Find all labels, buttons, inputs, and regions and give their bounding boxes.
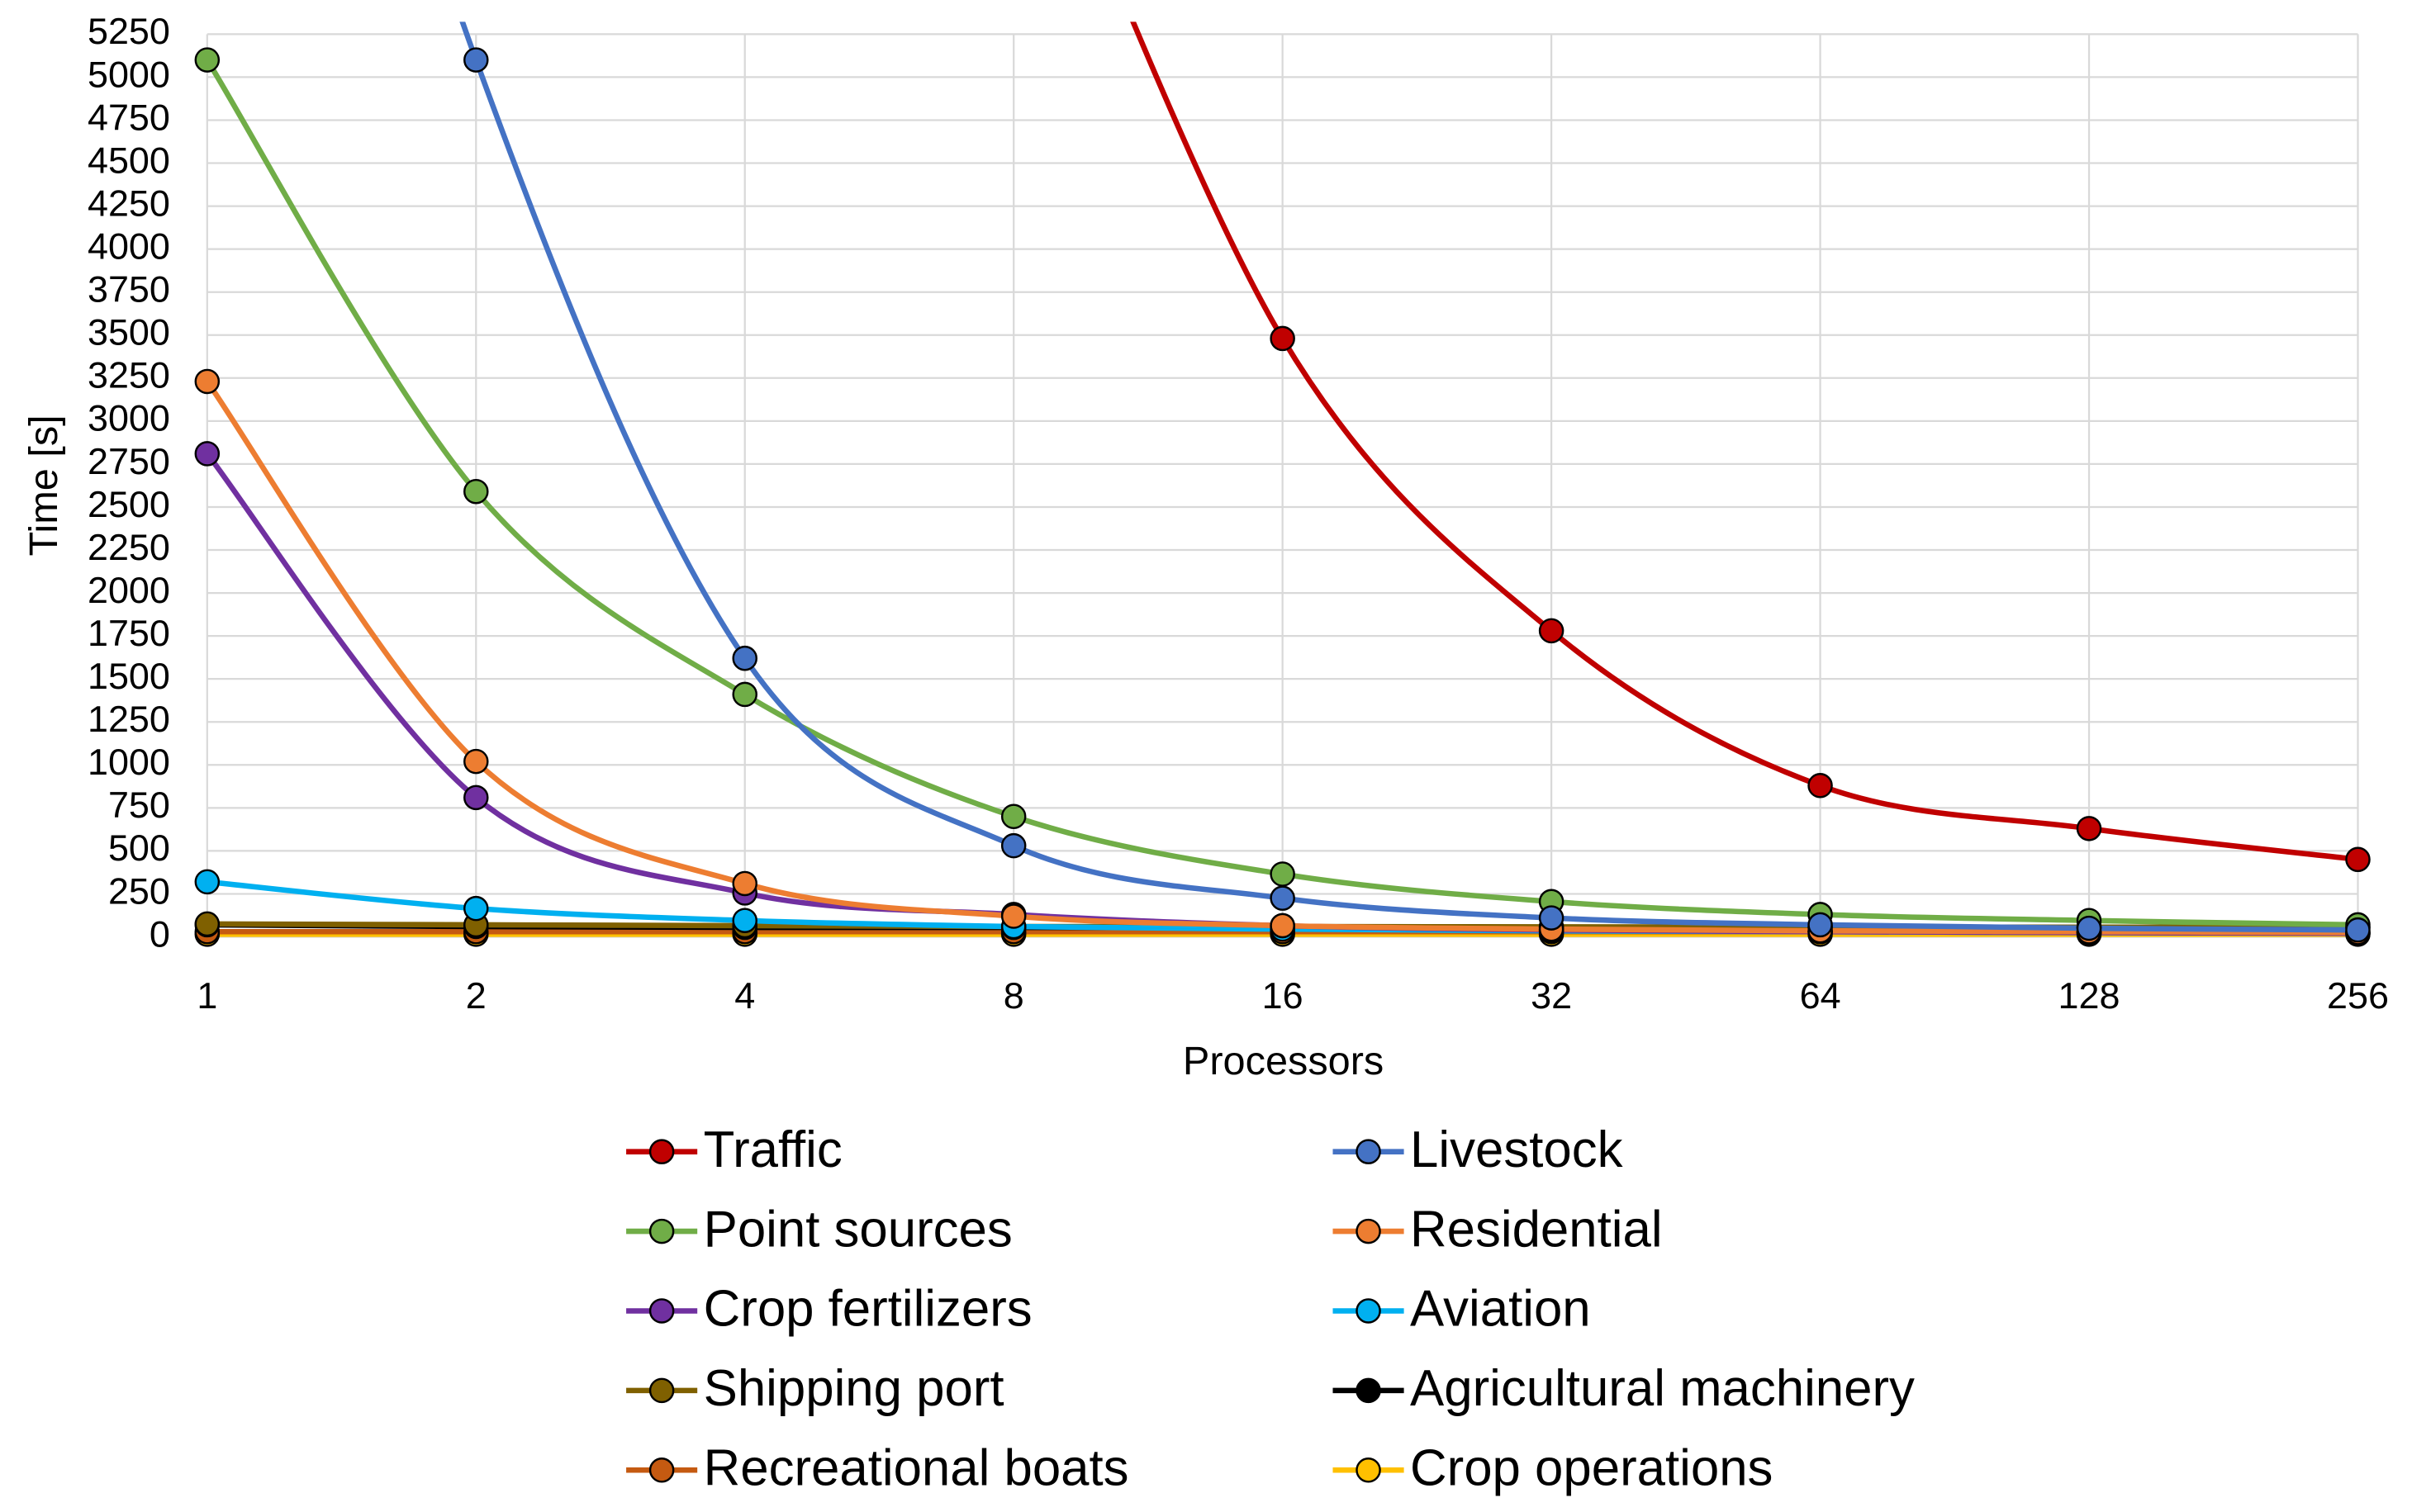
y-tick-label: 3500 bbox=[88, 311, 170, 353]
legend-label: Aviation bbox=[1410, 1281, 1591, 1338]
y-tick-label: 2750 bbox=[88, 440, 170, 482]
x-tick-label: 256 bbox=[2327, 974, 2389, 1017]
legend-label: Recreational boats bbox=[704, 1439, 1129, 1496]
data-point bbox=[194, 869, 221, 895]
data-point bbox=[1538, 905, 1564, 931]
data-point bbox=[1538, 618, 1564, 644]
x-tick-label: 1 bbox=[197, 974, 217, 1017]
y-tick-label: 4250 bbox=[88, 182, 170, 224]
data-point bbox=[732, 681, 757, 708]
y-tick-label: 1000 bbox=[88, 741, 170, 783]
legend-label: Agricultural machinery bbox=[1410, 1360, 1915, 1417]
legend-marker bbox=[1356, 1457, 1381, 1483]
legend-label: Traffic bbox=[704, 1121, 843, 1178]
legend-label: Point sources bbox=[704, 1201, 1013, 1258]
y-axis-title: Time [s] bbox=[21, 415, 66, 556]
x-tick-label: 128 bbox=[2058, 974, 2120, 1017]
y-tick-label: 3250 bbox=[88, 354, 170, 396]
data-point bbox=[463, 47, 489, 73]
y-tick-label: 5250 bbox=[88, 10, 170, 52]
y-tick-label: 0 bbox=[150, 912, 170, 955]
legend-label: Residential bbox=[1410, 1201, 1662, 1258]
x-tick-label: 32 bbox=[1531, 974, 1572, 1017]
y-tick-label: 3000 bbox=[88, 397, 170, 439]
legend-marker bbox=[648, 1139, 675, 1164]
legend-marker bbox=[1356, 1218, 1381, 1244]
y-tick-label: 3750 bbox=[88, 268, 170, 310]
data-point bbox=[1807, 773, 1833, 799]
y-tick-label: 5000 bbox=[88, 53, 170, 95]
data-point bbox=[1270, 912, 1295, 939]
data-point bbox=[194, 441, 221, 467]
legend-label: Crop operations bbox=[1410, 1439, 1773, 1496]
y-tick-label: 4750 bbox=[88, 96, 170, 138]
y-tick-label: 2500 bbox=[88, 483, 170, 525]
legend-marker bbox=[648, 1218, 675, 1244]
y-tick-label: 1500 bbox=[88, 655, 170, 697]
data-point bbox=[732, 870, 757, 897]
series-line bbox=[205, 58, 2358, 928]
data-point bbox=[463, 784, 489, 811]
data-point bbox=[463, 748, 489, 775]
data-point bbox=[194, 368, 221, 395]
series-line bbox=[459, 21, 2358, 933]
y-tick-label: 1250 bbox=[88, 698, 170, 740]
legend-label: Shipping port bbox=[704, 1360, 1004, 1417]
x-tick-label: 16 bbox=[1262, 974, 1303, 1017]
data-point bbox=[463, 478, 489, 505]
y-tick-label: 750 bbox=[108, 784, 170, 826]
x-tick-label: 4 bbox=[734, 974, 755, 1017]
data-point bbox=[732, 645, 757, 671]
data-point bbox=[2076, 816, 2102, 841]
x-tick-label: 64 bbox=[1800, 974, 1841, 1017]
data-point bbox=[194, 47, 221, 73]
x-tick-label: 2 bbox=[466, 974, 487, 1017]
y-tick-label: 1750 bbox=[88, 612, 170, 654]
data-point bbox=[1270, 325, 1295, 352]
series-line bbox=[205, 380, 2358, 936]
y-tick-label: 500 bbox=[108, 827, 170, 869]
y-tick-label: 4500 bbox=[88, 139, 170, 181]
data-point bbox=[1000, 903, 1027, 929]
series-line bbox=[1130, 21, 2358, 863]
data-point bbox=[732, 908, 757, 933]
data-point bbox=[2345, 846, 2371, 873]
data-point bbox=[1807, 912, 1833, 938]
legend-marker bbox=[648, 1457, 675, 1483]
data-point bbox=[463, 895, 489, 922]
legend-marker bbox=[1356, 1377, 1381, 1404]
legend-marker bbox=[1356, 1298, 1381, 1324]
legend-marker bbox=[1356, 1139, 1381, 1164]
data-point bbox=[1000, 803, 1027, 830]
data-point bbox=[1000, 832, 1027, 859]
y-tick-label: 4000 bbox=[88, 225, 170, 267]
data-point bbox=[2076, 915, 2102, 941]
legend-marker bbox=[648, 1298, 675, 1324]
data-point bbox=[2345, 917, 2371, 943]
x-axis-title: Processors bbox=[1183, 1039, 1384, 1083]
x-tick-label: 8 bbox=[1004, 974, 1024, 1017]
y-tick-label: 2250 bbox=[88, 526, 170, 568]
y-tick-label: 250 bbox=[108, 870, 170, 912]
legend-label: Livestock bbox=[1410, 1121, 1623, 1178]
data-point bbox=[1270, 885, 1295, 911]
data-point bbox=[1270, 861, 1295, 887]
legend-marker bbox=[648, 1377, 675, 1404]
y-tick-label: 2000 bbox=[88, 569, 170, 611]
data-point bbox=[194, 911, 221, 937]
legend-label: Crop fertilizers bbox=[704, 1281, 1033, 1338]
